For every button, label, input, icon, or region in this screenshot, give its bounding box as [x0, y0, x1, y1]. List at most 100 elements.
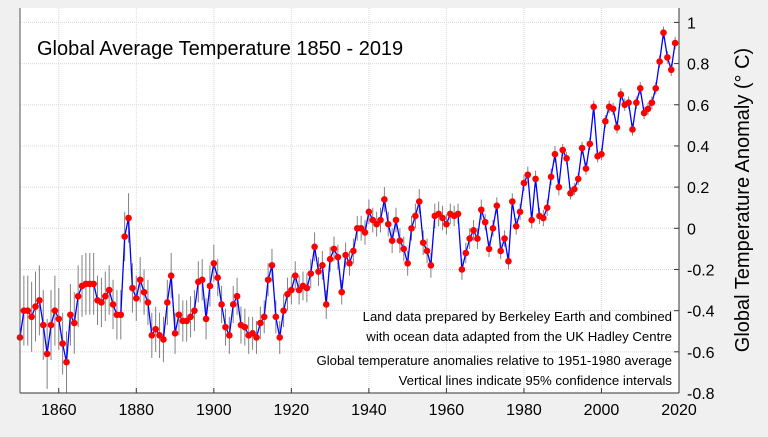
data-point	[408, 224, 415, 232]
data-point	[295, 286, 303, 294]
data-point	[555, 183, 563, 191]
data-point	[70, 319, 78, 327]
data-point	[660, 29, 667, 37]
data-point	[233, 292, 241, 300]
data-point	[249, 329, 256, 337]
data-point	[629, 126, 636, 133]
data-point	[210, 259, 218, 267]
y-tick-label: -0.8	[687, 386, 715, 403]
data-point	[551, 150, 559, 158]
data-point	[55, 315, 63, 323]
data-point	[98, 299, 105, 306]
data-point	[160, 336, 167, 343]
data-point	[226, 332, 233, 339]
data-point	[132, 294, 140, 302]
data-point	[644, 105, 652, 113]
x-tick-label: 1960	[429, 402, 465, 419]
data-point	[563, 154, 570, 162]
data-point	[648, 99, 656, 107]
data-point	[183, 317, 190, 325]
data-point	[291, 272, 299, 279]
annotation-text: with ocean data adapted from the UK Hadl…	[365, 329, 672, 344]
data-point	[509, 198, 516, 205]
data-point	[229, 301, 237, 308]
data-point	[156, 332, 163, 339]
data-point	[350, 247, 357, 255]
y-tick-label: -0.6	[687, 345, 715, 362]
data-point	[206, 282, 214, 290]
data-point	[540, 214, 547, 222]
y-tick-label: 0.4	[687, 139, 709, 156]
annotations: Land data prepared by Berkeley Earth and…	[316, 309, 672, 388]
data-point	[578, 144, 586, 152]
data-point	[423, 247, 431, 255]
data-point	[369, 216, 377, 224]
data-point	[241, 323, 249, 331]
data-point	[361, 229, 369, 236]
data-point	[412, 212, 419, 220]
data-point	[427, 262, 435, 269]
data-point	[516, 208, 524, 216]
data-point	[148, 332, 156, 339]
data-point	[598, 150, 605, 158]
data-point	[381, 196, 388, 203]
data-point	[532, 175, 539, 183]
data-point	[32, 303, 39, 310]
data-point	[388, 237, 396, 244]
data-point	[524, 171, 532, 179]
y-tick-label: 0.6	[687, 98, 709, 115]
data-point	[478, 206, 485, 214]
data-point	[392, 216, 400, 224]
data-point	[346, 259, 353, 267]
data-point	[625, 99, 632, 107]
data-point	[559, 146, 567, 154]
x-tick-label: 1980	[506, 402, 542, 419]
data-point	[280, 307, 287, 314]
data-point	[543, 204, 551, 212]
data-point	[582, 165, 590, 172]
data-point	[443, 220, 450, 228]
data-point	[439, 214, 446, 222]
data-point	[528, 216, 535, 224]
data-point	[454, 210, 462, 218]
data-point	[105, 286, 113, 294]
data-point	[136, 276, 144, 284]
data-point	[384, 220, 392, 228]
data-point	[485, 245, 493, 253]
annotation-text: Land data prepared by Berkeley Earth and…	[363, 309, 672, 324]
data-point	[268, 262, 276, 269]
data-point	[284, 290, 291, 298]
axes: 1860 1880 1900 1920 1940 1960 1980 2000 2020-0.8…	[19, 8, 715, 419]
data-point	[74, 292, 82, 300]
data-point	[373, 220, 380, 228]
data-point	[257, 319, 264, 327]
markers	[16, 29, 679, 366]
data-point	[609, 105, 617, 113]
data-point	[319, 262, 326, 269]
data-point	[512, 222, 520, 230]
data-point	[458, 266, 466, 273]
x-tick-label: 2000	[584, 402, 620, 419]
data-point	[590, 103, 598, 111]
data-point	[334, 253, 342, 261]
data-point	[63, 358, 70, 366]
data-point	[272, 313, 280, 321]
data-point	[330, 245, 338, 253]
data-point	[505, 257, 512, 265]
data-point	[326, 255, 334, 263]
data-point	[501, 235, 508, 242]
x-tick-label: 2020	[661, 402, 697, 419]
data-point	[315, 268, 322, 275]
data-point	[497, 247, 504, 255]
data-point	[567, 189, 574, 197]
data-point	[586, 140, 594, 148]
data-point	[144, 299, 152, 306]
data-point	[664, 54, 671, 61]
data-point	[365, 208, 373, 216]
data-point	[613, 124, 621, 131]
plot-area	[20, 8, 679, 393]
data-point	[342, 251, 349, 259]
data-point	[129, 284, 136, 292]
data-point	[404, 259, 411, 267]
data-point	[396, 237, 404, 244]
